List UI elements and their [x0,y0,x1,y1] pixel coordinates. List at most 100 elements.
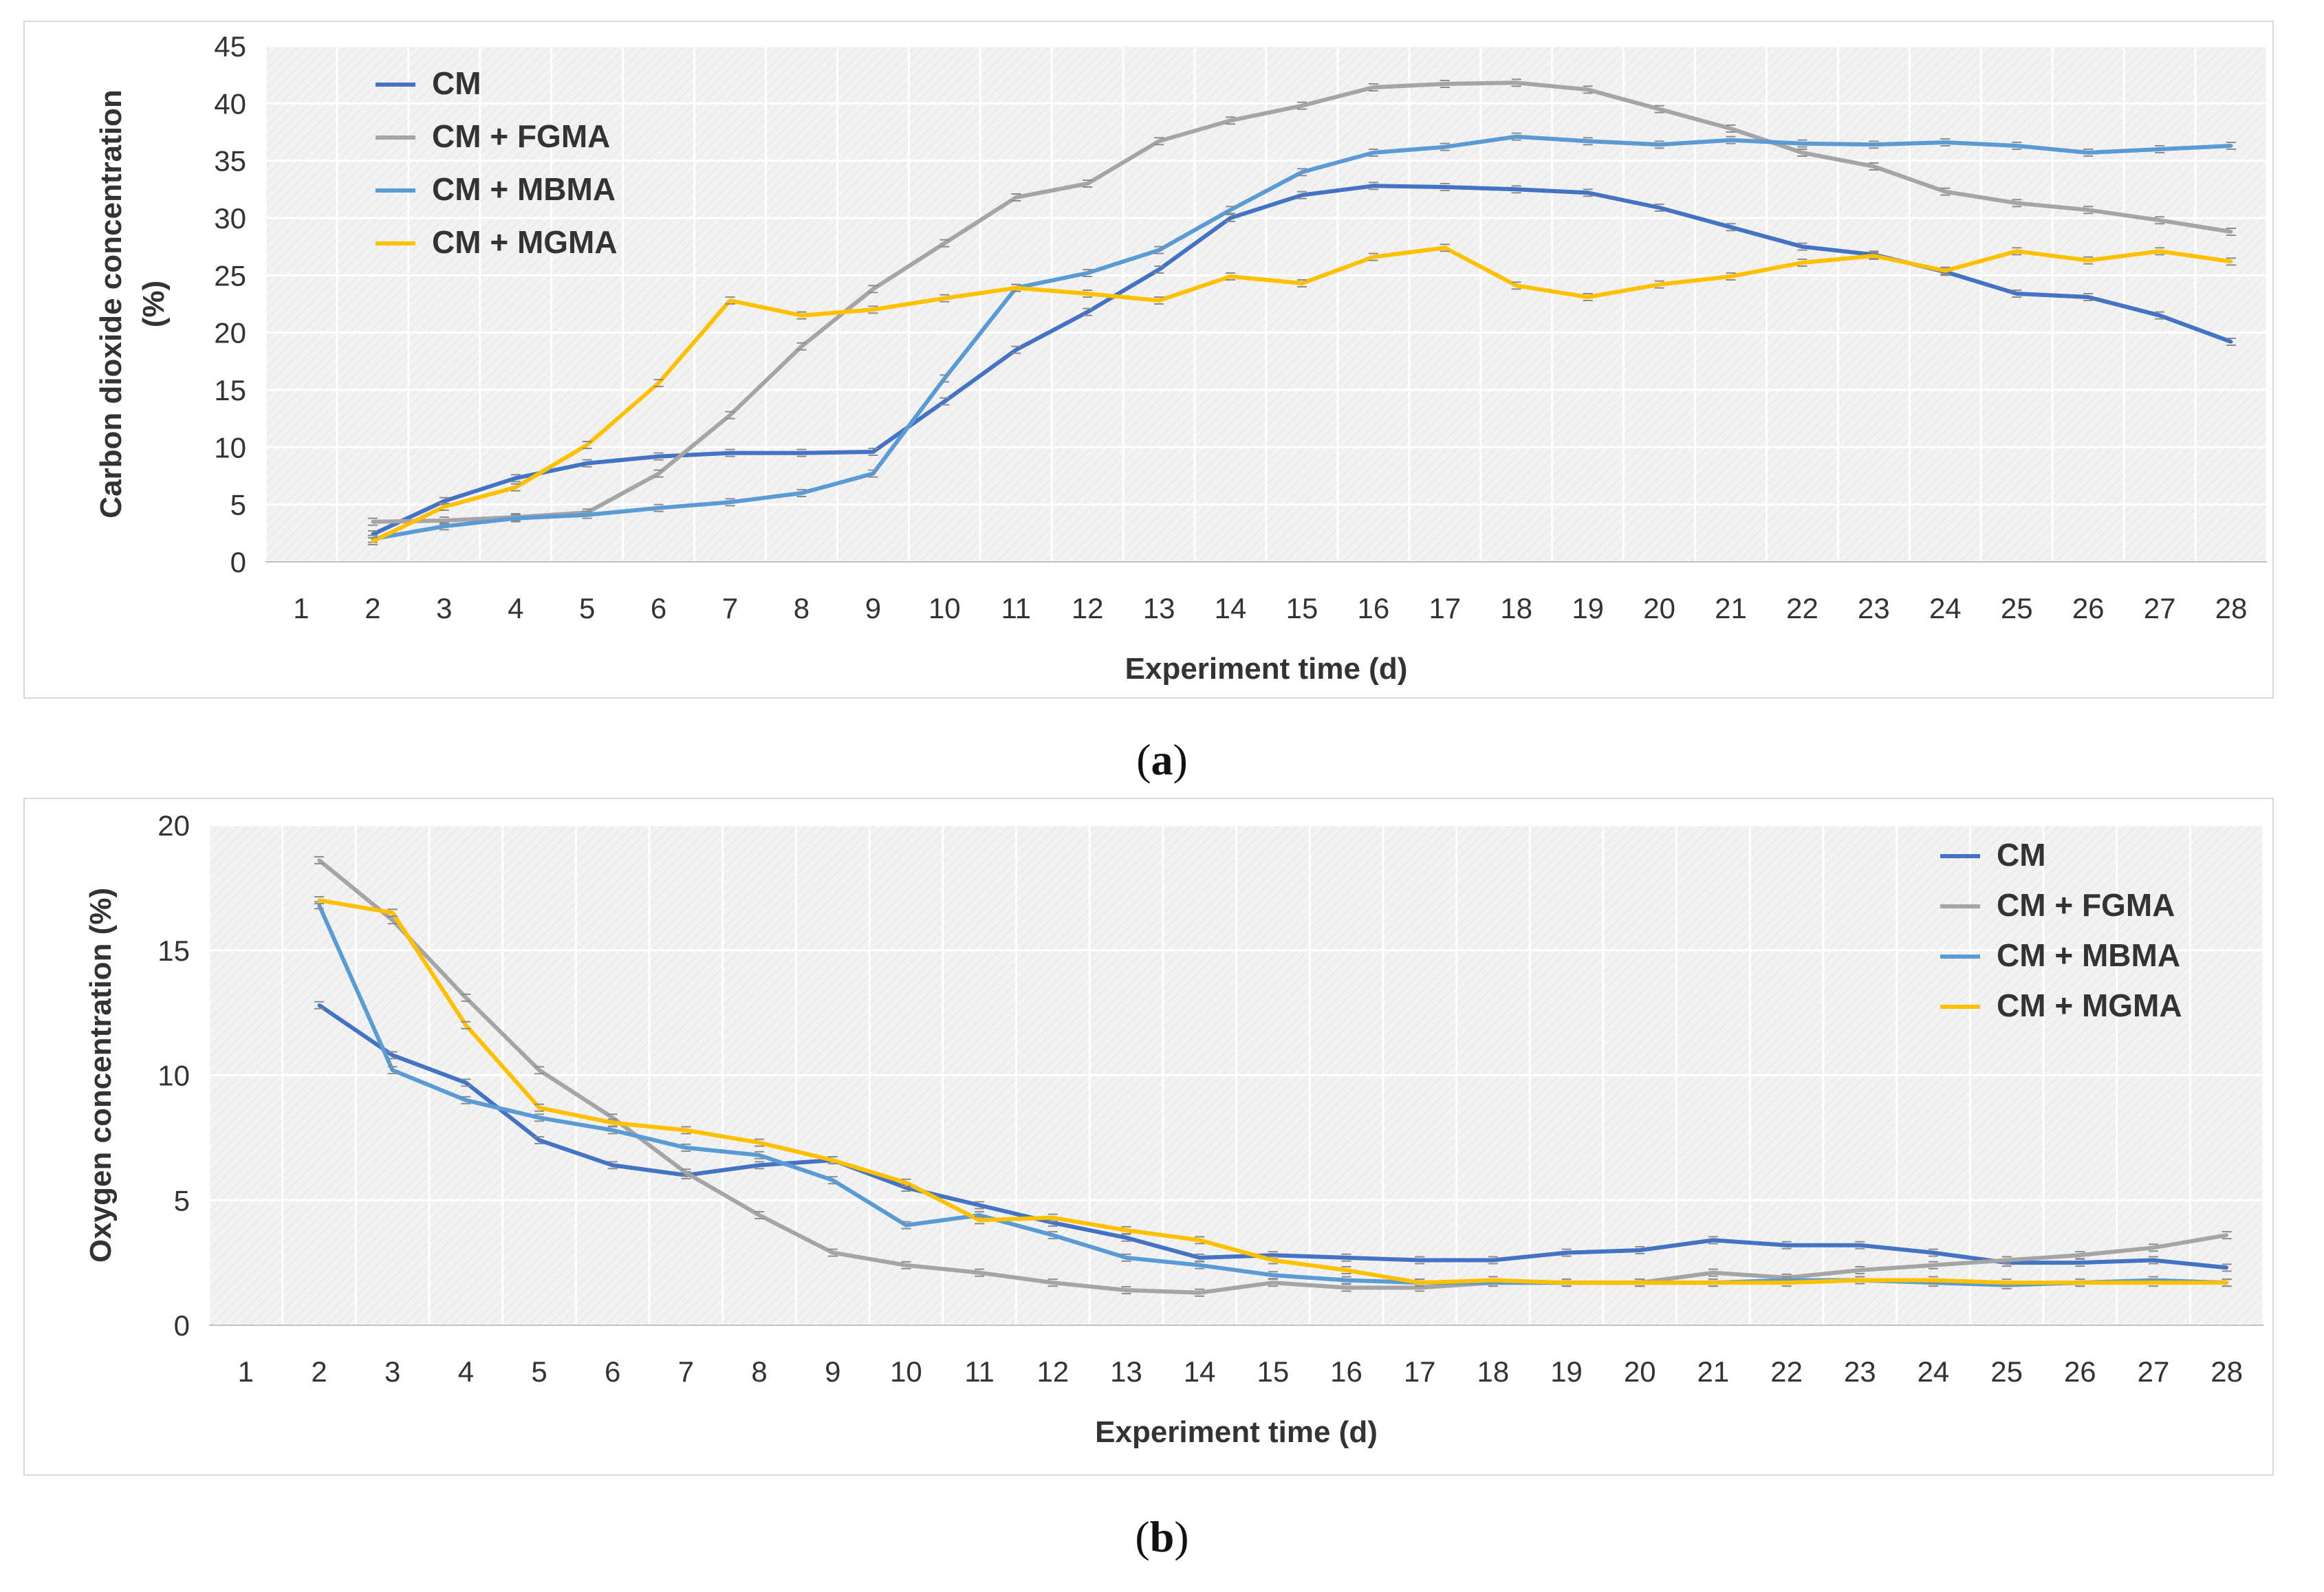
x-tick-label: 17 [1429,592,1461,624]
x-tick-label: 25 [2001,592,2033,624]
data-point [391,1068,395,1072]
x-tick-label: 28 [2211,1355,2243,1388]
data-point [684,1170,688,1175]
caption-b-close: ) [1174,1512,1189,1561]
x-tick-label: 18 [1477,1355,1510,1388]
data-point [442,499,446,503]
data-point [585,513,589,517]
x-tick-label: 7 [722,592,738,624]
data-point [2158,314,2162,318]
data-point [1514,187,1519,191]
data-point [2158,147,2162,151]
data-point [1157,268,1161,272]
data-point [464,996,468,1000]
y-tick-label: 35 [214,145,246,177]
x-tick-label: 9 [825,1355,840,1388]
caption-b-open: ( [1135,1512,1150,1561]
data-point [977,1203,981,1208]
data-point [799,491,803,495]
data-point [757,1141,761,1145]
data-point [1514,135,1519,139]
legend: CM CM + FGMA CM + MBMA CM + MGMA [376,65,618,260]
x-tick-label: 15 [1257,1355,1289,1388]
data-point [1228,274,1232,279]
x-tick-label: 24 [1929,592,1962,624]
data-point [1638,1280,1642,1285]
x-tick-label: 10 [890,1355,922,1388]
data-point [2151,1258,2155,1262]
data-point [757,1163,761,1167]
data-point [537,1115,541,1120]
data-point [2078,1261,2082,1265]
x-tick-label: 24 [1918,1355,1950,1388]
data-point [514,476,518,480]
x-tick-label: 14 [1215,592,1247,624]
data-point [684,1128,688,1132]
x-tick-label: 18 [1500,592,1532,624]
data-point [1658,107,1662,111]
data-point [611,1121,615,1125]
data-point [657,381,661,385]
x-tick-label: 1 [293,592,309,624]
data-point [1197,1291,1202,1295]
data-point [1586,190,1590,195]
x-tick-label: 13 [1110,1355,1142,1388]
x-tick-label: 28 [2215,592,2248,624]
data-point [1586,87,1590,91]
data-point [1658,142,1662,146]
data-point [1711,1280,1715,1285]
data-point [1085,310,1089,314]
x-tick-label: 17 [1404,1355,1436,1388]
chart-a-panel: 0 5 10 15 20 25 30 35 40 45 1 2 3 4 5 6 7 8 9 10 11 12 13 14 15 1… [23,21,2274,699]
data-point [317,903,321,907]
data-point [1300,281,1304,285]
data-point [1051,1221,1055,1225]
data-point [728,451,732,455]
data-point [464,1098,468,1102]
data-point [904,1263,908,1267]
data-point [657,506,661,510]
x-tick-label: 14 [1184,1355,1216,1388]
data-point [1443,246,1447,250]
data-point [799,314,803,318]
data-point [2078,1253,2082,1257]
x-tick-label: 27 [2144,592,2176,624]
x-tick-label: 7 [678,1355,694,1388]
data-point [904,1181,908,1185]
legend-label: CM + MBMA [1997,937,2180,973]
data-point [1443,185,1447,189]
legend-label: CM [432,65,481,101]
data-point [514,486,518,490]
data-point [1800,151,1804,155]
data-point [2229,230,2233,234]
data-point [728,413,732,417]
legend-label: CM + MBMA [432,171,616,207]
data-point [1124,1256,1128,1260]
y-axis-label: Oxygen concentration (%) [84,888,118,1263]
x-tick-label: 21 [1715,592,1747,624]
legend-label: CM [1997,837,2046,873]
x-tick-label: 22 [1786,592,1818,624]
x-tick-label: 13 [1143,592,1175,624]
data-point [391,918,395,922]
data-point [371,539,375,543]
caption-a-open: ( [1136,735,1151,784]
data-point [942,400,946,404]
data-point [1800,245,1804,249]
data-point [1943,269,1947,273]
data-point [317,898,321,902]
data-point [1800,261,1804,265]
x-tick-label: 1 [238,1355,254,1388]
data-point [1858,1243,1862,1247]
data-point [1371,85,1376,89]
data-point [2005,1258,2009,1262]
data-point [1124,1236,1128,1240]
data-point [831,1178,835,1182]
x-tick-label: 15 [1286,592,1318,624]
data-point [1418,1280,1422,1285]
data-point [977,1218,981,1222]
x-tick-label: 22 [1770,1355,1803,1388]
x-tick-label: 11 [964,1355,995,1388]
